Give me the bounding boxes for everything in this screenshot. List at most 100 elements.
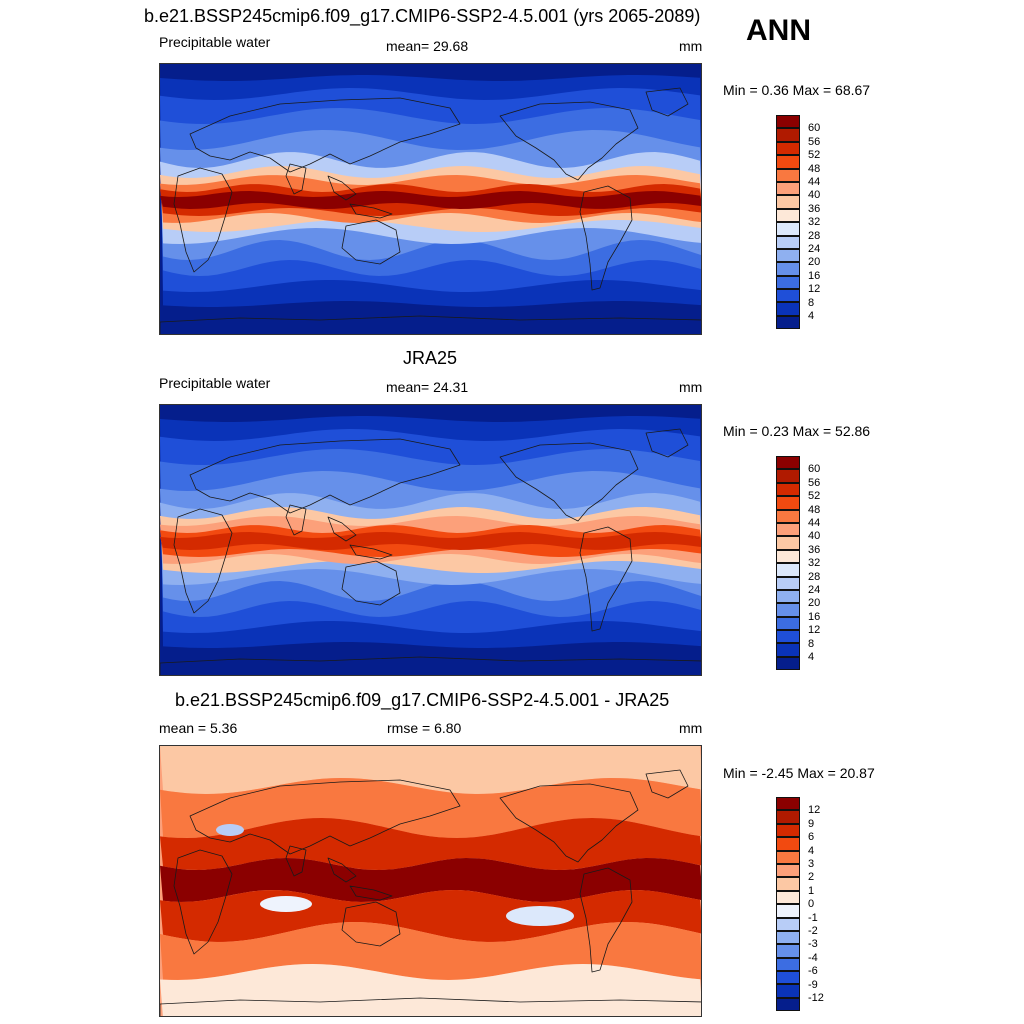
colorbar-tick-label: 60 [808,122,821,135]
panel1-colorbar [776,115,800,330]
panel3-title: b.e21.BSSP245cmip6.f09_g17.CMIP6-SSP2-4.… [175,690,670,710]
panel1-mean-label: mean= 29.68 [386,38,469,54]
colorbar-tick-label: 12 [808,624,821,637]
colorbar-tick-label: -12 [808,992,824,1004]
colorbar-swatch [776,222,800,236]
colorbar-swatch [776,509,800,523]
colorbar-tick-label: 56 [808,135,821,148]
colorbar-tick-label: 28 [808,229,821,242]
colorbar-tick-label: 8 [808,637,815,650]
colorbar-tick-label: 1 [808,884,815,897]
colorbar-tick-label: 4 [808,310,815,322]
panel2-minmax-label: Min = 0.23 Max = 52.86 [723,423,871,439]
colorbar-tick-label: 52 [808,490,821,503]
colorbar-tick-label: 0 [808,898,815,911]
colorbar-swatch [776,522,800,537]
colorbar-tick-label: 44 [808,176,821,188]
colorbar-tick-label: -9 [808,978,818,991]
colorbar-swatch [776,469,800,483]
colorbar-tick-label: 40 [808,530,821,543]
colorbar-tick-label: -6 [808,965,818,978]
colorbar-swatch [776,576,800,590]
colorbar-tick-label: 40 [808,189,821,202]
colorbar-swatch [776,616,800,631]
colorbar-swatch [776,944,800,958]
colorbar-swatch [776,496,800,510]
season-label: ANN [746,14,811,47]
panel1-title: b.e21.BSSP245cmip6.f09_g17.CMIP6-SSP2-4.… [144,6,701,26]
panel3-colorbar [776,797,800,1012]
colorbar-tick-label: 28 [808,570,821,583]
colorbar-tick-label: 24 [808,243,821,255]
panel1-map [159,63,702,335]
colorbar-tick-label: 8 [808,296,815,309]
colorbar-swatch [776,289,800,303]
colorbar-swatch [776,823,800,838]
colorbar-tick-label: 4 [808,844,815,857]
colorbar-swatch [776,930,800,945]
colorbar-swatch [776,141,800,156]
colorbar-swatch [776,643,800,657]
colorbar-swatch [776,877,800,891]
colorbar-tick-label: 44 [808,517,821,529]
colorbar-tick-label: 32 [808,216,821,229]
colorbar-swatch [776,850,800,864]
colorbar-tick-label: 36 [808,202,821,215]
colorbar-tick-label: 60 [808,463,821,476]
colorbar-tick-label: 48 [808,503,821,516]
colorbar-swatch [776,810,800,824]
colorbar-swatch [776,997,800,1012]
colorbar-tick-label: -4 [808,951,818,964]
colorbar-swatch [776,262,800,276]
panel2-title: JRA25 [403,348,458,368]
panel2-mean-label: mean= 24.31 [386,379,469,395]
colorbar-swatch [776,536,800,550]
panel3-minmax-label: Min = -2.45 Max = 20.87 [723,765,875,781]
panel3-map [159,745,702,1017]
panel1-units-label: mm [679,38,703,54]
colorbar-tick-label: -1 [808,911,818,924]
colorbar-tick-label: 20 [808,597,821,610]
colorbar-tick-label: 4 [808,651,815,663]
colorbar-tick-label: 12 [808,804,821,817]
colorbar-swatch [776,208,800,223]
colorbar-tick-label: 9 [808,817,815,830]
colorbar-swatch [776,563,800,577]
colorbar-tick-label: 24 [808,584,821,596]
colorbar-swatch [776,315,800,330]
colorbar-tick-label: 36 [808,543,821,556]
colorbar-swatch [776,630,800,644]
colorbar-swatch [776,168,800,182]
colorbar-swatch [776,235,800,249]
colorbar-tick-label: 20 [808,256,821,269]
panel3-rmse-label: rmse = 6.80 [387,720,462,736]
colorbar-swatch [776,837,800,851]
colorbar-swatch [776,957,800,972]
colorbar-tick-label: 2 [808,871,815,884]
colorbar-tick-label: 6 [808,831,815,844]
colorbar-swatch [776,656,800,671]
colorbar-swatch [776,275,800,290]
colorbar-tick-label: -2 [808,925,818,937]
panel3-units-label: mm [679,720,703,736]
colorbar-swatch [776,971,800,985]
panel1-minmax-label: Min = 0.36 Max = 68.67 [723,82,871,98]
colorbar-swatch [776,482,800,497]
colorbar-tick-label: 12 [808,283,821,296]
colorbar-swatch [776,115,800,129]
colorbar-swatch [776,181,800,196]
colorbar-swatch [776,549,800,564]
colorbar-tick-label: 32 [808,557,821,570]
panel2-colorbar [776,456,800,671]
panel2-map [159,404,702,676]
colorbar-swatch [776,797,800,811]
colorbar-swatch [776,456,800,470]
colorbar-swatch [776,984,800,998]
colorbar-swatch [776,917,800,931]
colorbar-swatch [776,863,800,878]
colorbar-swatch [776,195,800,209]
colorbar-tick-label: 48 [808,162,821,175]
colorbar-tick-label: 16 [808,610,821,623]
colorbar-tick-label: 16 [808,269,821,282]
colorbar-swatch [776,890,800,905]
